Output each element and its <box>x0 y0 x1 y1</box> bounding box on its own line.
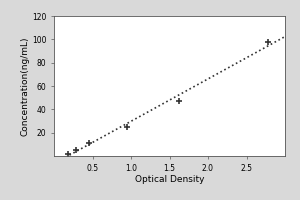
Y-axis label: Concentration(ng/mL): Concentration(ng/mL) <box>20 36 29 136</box>
X-axis label: Optical Density: Optical Density <box>135 175 204 184</box>
